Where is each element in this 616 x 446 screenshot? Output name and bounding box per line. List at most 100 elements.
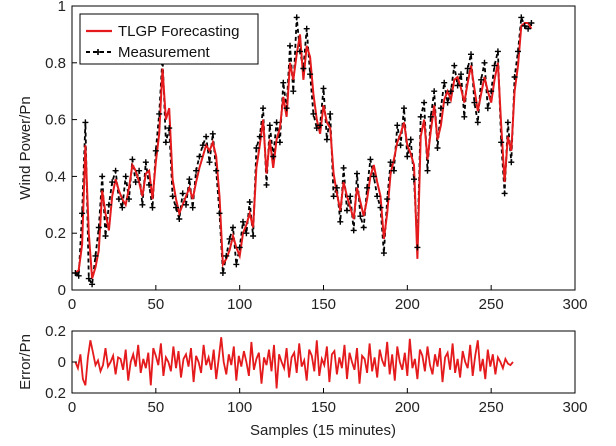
measurement-point <box>471 99 478 106</box>
measurement-point <box>323 136 330 143</box>
measurement-point <box>290 88 297 95</box>
measurement-point <box>458 71 464 78</box>
measurement-point <box>491 62 498 69</box>
measurement-point <box>515 48 521 55</box>
measurement-point <box>280 79 287 86</box>
measurement-point <box>166 125 173 132</box>
measurement-point <box>99 173 106 180</box>
measurement-point <box>474 119 481 126</box>
measurement-point <box>162 139 169 146</box>
measurement-point <box>189 204 196 211</box>
measurement-point <box>270 153 277 160</box>
measurement-point <box>82 119 89 126</box>
measurement-point <box>102 233 109 239</box>
measurement-point <box>454 82 461 89</box>
measurement-point <box>266 122 273 129</box>
x-tick-label: 300 <box>562 296 587 313</box>
measurement-point <box>444 99 451 106</box>
measurement-point <box>226 235 233 242</box>
measurement-point <box>333 184 340 191</box>
measurement-point <box>183 201 189 208</box>
measurement-point <box>431 88 438 95</box>
x-tick-label: 50 <box>147 296 164 313</box>
measurement-point <box>243 230 250 237</box>
top-y-axis-title: Wind Power/Pn <box>17 96 34 199</box>
y-tick-label: 0.2 <box>45 323 66 340</box>
measurement-point <box>317 122 324 129</box>
x-tick-label: 0 <box>68 399 76 416</box>
measurement-point <box>374 193 381 200</box>
y-tick-label: 0 <box>58 282 66 299</box>
measurement-point <box>441 79 448 86</box>
top-lines <box>72 14 535 288</box>
measurement-point <box>142 159 149 166</box>
measurement-point <box>109 179 116 186</box>
measurement-point <box>276 139 283 146</box>
measurement-point <box>233 261 240 268</box>
measurement-point <box>437 105 444 112</box>
measurement-point <box>387 159 394 166</box>
measurement-point <box>85 275 92 282</box>
x-tick-label: 250 <box>479 399 504 416</box>
measurement-point <box>320 85 327 92</box>
measurement-point <box>186 176 193 183</box>
measurement-point <box>206 159 213 166</box>
measurement-point <box>72 270 79 276</box>
measurement-point <box>260 105 267 112</box>
y-tick-label: 0.2 <box>45 225 66 242</box>
series-line-error <box>74 337 514 389</box>
measurement-point <box>203 133 210 140</box>
measurement-point <box>464 65 471 72</box>
measurement-point <box>417 113 424 120</box>
measurement-point <box>230 224 236 231</box>
x-tick-label: 200 <box>395 399 420 416</box>
measurement-point <box>219 270 226 276</box>
measurement-point <box>216 210 223 217</box>
measurement-point <box>115 196 122 203</box>
measurement-point <box>223 252 230 259</box>
y-tick-label: 0.6 <box>45 112 66 129</box>
measurement-point <box>521 22 528 29</box>
measurement-point <box>105 201 112 208</box>
measurement-point <box>132 179 139 186</box>
bottom-y-ticks: 0.2 0 0.2 <box>45 323 77 402</box>
series-line-forecast <box>74 22 533 279</box>
measurement-point <box>337 218 344 225</box>
measurement-point <box>447 88 454 95</box>
measurement-point <box>528 20 535 26</box>
measurement-point <box>518 14 525 21</box>
measurement-point <box>303 25 310 32</box>
measurement-point <box>119 204 126 211</box>
top-y-ticks: 0 0.2 0.4 0.6 0.8 1 <box>45 0 77 299</box>
measurement-point <box>461 113 468 120</box>
legend-box <box>79 13 259 65</box>
measurement-point <box>350 227 357 234</box>
top-panel: 0 50 100 150 200 250 300 0 0.2 0.4 0.6 0.8 1 Wind P… <box>17 0 588 313</box>
measurement-point <box>411 176 417 183</box>
measurement-point <box>498 139 505 146</box>
measurement-point <box>330 193 337 200</box>
x-tick-label: 100 <box>227 399 252 416</box>
measurement-point <box>307 71 314 78</box>
bottom-lines <box>74 337 514 389</box>
bottom-x-ticks: 0 50 100 150 200 250 300 <box>68 388 588 416</box>
measurement-point <box>129 156 136 163</box>
y-tick-label: 0.4 <box>45 168 66 185</box>
measurement-point <box>525 25 532 32</box>
measurement-point <box>92 252 99 259</box>
measurement-point <box>401 105 407 112</box>
measurement-point <box>508 159 515 166</box>
measurement-point <box>250 233 257 239</box>
measurement-point <box>176 216 183 222</box>
y-tick-label: 1 <box>58 0 66 15</box>
bottom-y-axis-title: Error/Pn <box>17 334 34 390</box>
measurement-point <box>404 153 411 160</box>
measurement-point <box>196 153 203 160</box>
measurement-point <box>494 48 501 55</box>
measurement-point <box>504 119 511 126</box>
measurement-point <box>327 110 334 117</box>
measurement-point <box>481 59 488 66</box>
measurement-point <box>246 199 253 205</box>
measurement-point <box>397 142 404 149</box>
measurement-point <box>478 76 485 83</box>
